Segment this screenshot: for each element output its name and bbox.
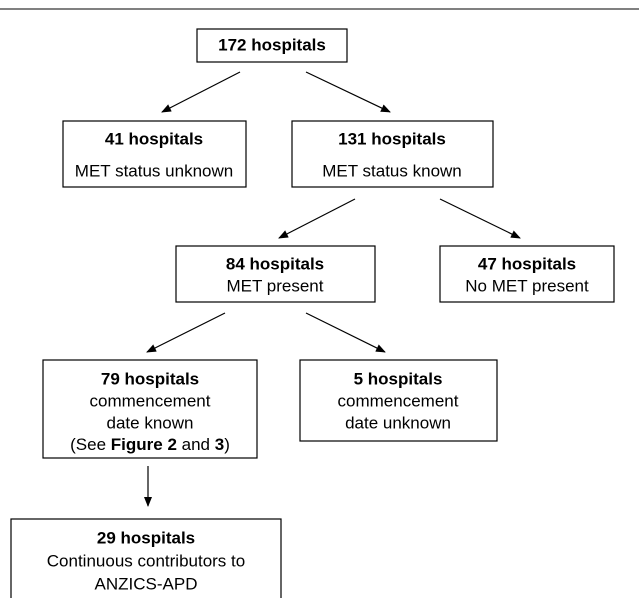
node-text: MET status unknown — [75, 161, 233, 180]
node: 79 hospitals commencement date known (Se… — [42, 359, 258, 459]
arrows — [144, 71, 521, 507]
arrow — [161, 71, 241, 113]
node: 131 hospitals MET status known — [291, 120, 494, 188]
node-title: 29 hospitals — [97, 528, 195, 547]
node: 47 hospitals No MET present — [439, 245, 615, 303]
node: 41 hospitals MET status unknown — [62, 120, 247, 188]
arrow — [146, 312, 226, 353]
node-box — [439, 245, 615, 303]
node-text: commencement — [338, 391, 459, 410]
arrow — [305, 71, 391, 113]
node: 5 hospitals commencement date unknown — [299, 359, 498, 442]
node-title: 172 hospitals — [218, 35, 326, 54]
node-note: (See Figure 2 and 3) — [70, 435, 230, 454]
node-box — [42, 359, 258, 459]
node-text: date unknown — [345, 413, 451, 432]
node-title: 41 hospitals — [105, 129, 203, 148]
node-box — [196, 28, 348, 63]
node-box — [62, 120, 247, 188]
arrow — [305, 312, 386, 353]
node: 84 hospitals MET present — [175, 245, 376, 303]
node: 29 hospitals Continuous contributors to … — [10, 518, 282, 598]
node-title: 84 hospitals — [226, 254, 324, 273]
node-text: No MET present — [465, 276, 589, 295]
node-text: commencement — [90, 391, 211, 410]
node-box — [10, 518, 282, 598]
arrow — [439, 198, 521, 239]
node-title: 5 hospitals — [354, 369, 443, 388]
node-text: MET status known — [322, 161, 462, 180]
node-title: 79 hospitals — [101, 369, 199, 388]
node-title: 47 hospitals — [478, 254, 576, 273]
node-text: Continuous contributors to — [47, 551, 245, 570]
note-part: Figure 2 — [111, 435, 177, 454]
note-part: and — [177, 435, 215, 454]
node-box — [291, 120, 494, 188]
note-part: 3 — [215, 435, 224, 454]
node: 172 hospitals — [196, 28, 348, 63]
note-part: ) — [224, 435, 230, 454]
note-part: (See — [70, 435, 111, 454]
node-text: date known — [107, 413, 194, 432]
node-text: MET present — [226, 276, 323, 295]
node-title: 131 hospitals — [338, 129, 446, 148]
arrow — [278, 198, 356, 239]
node-box — [175, 245, 376, 303]
node-box — [299, 359, 498, 442]
node-text: ANZICS-APD — [95, 574, 198, 593]
